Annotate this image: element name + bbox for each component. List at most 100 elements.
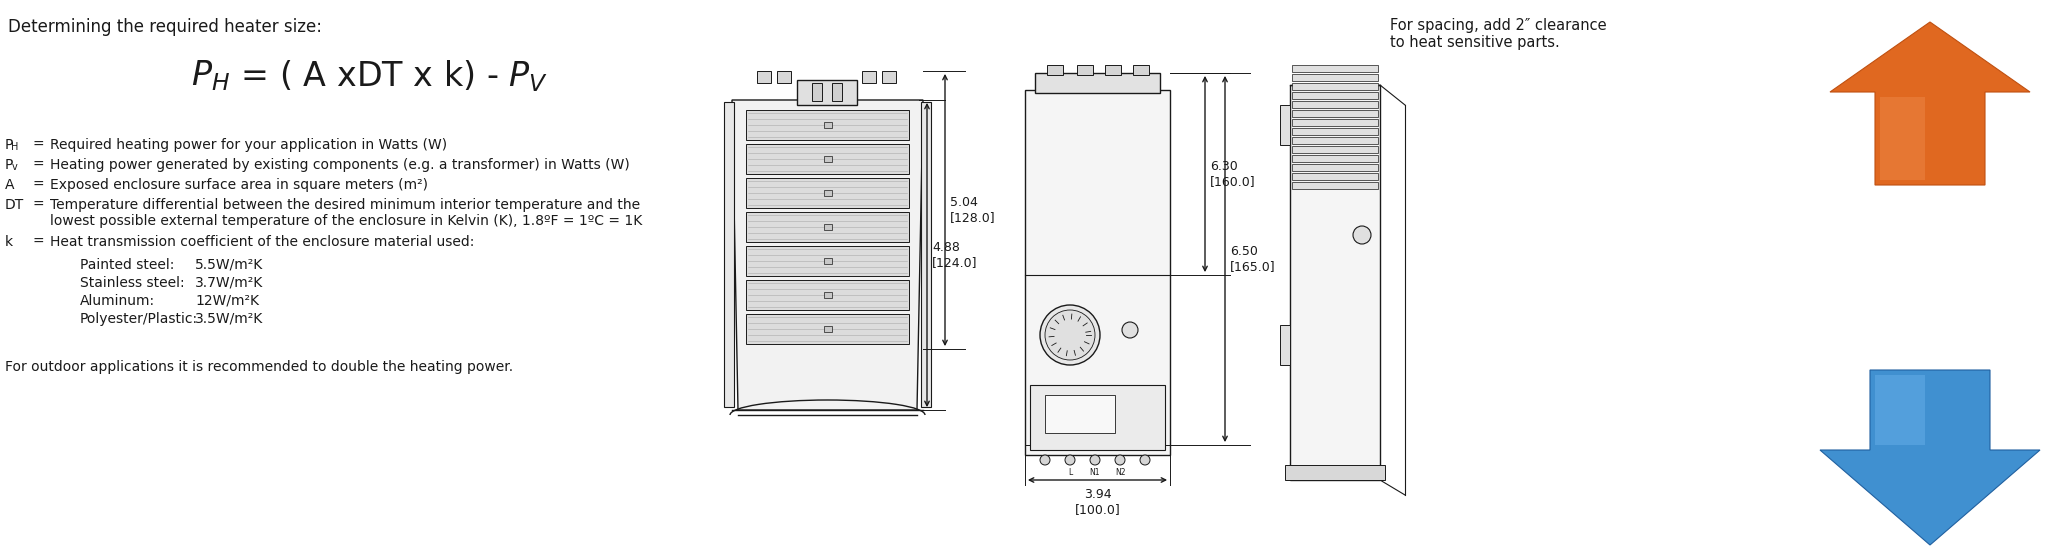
Bar [1292, 65, 1378, 72]
Circle shape [1141, 455, 1151, 465]
Text: 3.7W/m²K: 3.7W/m²K [195, 276, 264, 290]
Bar [776, 71, 791, 83]
Text: For spacing, add 2″ clearance
to heat sensitive parts.: For spacing, add 2″ clearance to heat se… [1391, 18, 1606, 50]
Bar [1047, 65, 1063, 75]
Circle shape [1122, 322, 1139, 338]
Bar [1024, 90, 1169, 455]
Bar [1280, 105, 1290, 145]
Text: =: = [33, 158, 43, 172]
Bar [823, 258, 831, 264]
Bar [1292, 119, 1378, 126]
Bar [797, 80, 856, 105]
Bar [1292, 110, 1378, 117]
Bar [1292, 128, 1378, 135]
Text: k: k [4, 235, 12, 249]
Bar [745, 144, 909, 174]
Bar [831, 83, 842, 101]
Text: 4.88
[124.0]: 4.88 [124.0] [932, 241, 977, 269]
Text: =: = [33, 178, 43, 192]
Text: P: P [4, 138, 14, 152]
Bar [1284, 465, 1384, 480]
Text: Painted steel:: Painted steel: [80, 258, 174, 272]
Polygon shape [731, 100, 924, 410]
Bar [811, 83, 821, 101]
Text: DT: DT [4, 198, 25, 212]
Text: Determining the required heater size:: Determining the required heater size: [8, 18, 322, 36]
Bar [823, 122, 831, 128]
Bar [745, 178, 909, 208]
Bar [1292, 92, 1378, 99]
Bar [1292, 101, 1378, 108]
Bar [725, 102, 733, 407]
Text: 6.30
[160.0]: 6.30 [160.0] [1210, 160, 1255, 188]
Text: Temperature differential between the desired minimum interior temperature and th: Temperature differential between the des… [49, 198, 643, 228]
Text: v: v [12, 162, 16, 172]
Circle shape [1090, 455, 1100, 465]
Bar [922, 102, 932, 407]
Polygon shape [1876, 375, 1925, 445]
Text: $P_H$: $P_H$ [190, 58, 229, 93]
Bar [758, 71, 770, 83]
Text: Heat transmission coefficient of the enclosure material used:: Heat transmission coefficient of the enc… [49, 235, 475, 249]
Text: 5.5W/m²K: 5.5W/m²K [195, 258, 264, 272]
Bar [745, 314, 909, 344]
Bar [823, 224, 831, 230]
Polygon shape [1831, 22, 2030, 185]
Bar [1077, 65, 1094, 75]
Bar [823, 292, 831, 298]
Bar [745, 212, 909, 242]
Bar [1280, 325, 1290, 365]
Text: A: A [4, 178, 14, 192]
Bar [1292, 83, 1378, 90]
Bar [1044, 395, 1114, 433]
Text: = ( A xDT x k) - $P_V$: = ( A xDT x k) - $P_V$ [229, 58, 549, 94]
Text: Required heating power for your application in Watts (W): Required heating power for your applicat… [49, 138, 446, 152]
Bar [1292, 182, 1378, 189]
Text: =: = [33, 198, 43, 212]
Text: Aluminum:: Aluminum: [80, 294, 156, 308]
Bar [1030, 385, 1165, 450]
Text: Polyester/Plastic:: Polyester/Plastic: [80, 312, 199, 326]
Polygon shape [1880, 97, 1925, 180]
Text: P: P [4, 158, 14, 172]
Circle shape [1354, 226, 1370, 244]
Text: H: H [12, 142, 18, 152]
Text: For outdoor applications it is recommended to double the heating power.: For outdoor applications it is recommend… [4, 360, 514, 374]
Bar [745, 110, 909, 140]
Text: Exposed enclosure surface area in square meters (m²): Exposed enclosure surface area in square… [49, 178, 428, 192]
Bar [745, 280, 909, 310]
Bar [823, 326, 831, 332]
Bar [1292, 74, 1378, 81]
Bar [1034, 73, 1159, 93]
Bar [823, 190, 831, 196]
Circle shape [1044, 310, 1096, 360]
Bar [1292, 164, 1378, 171]
Bar [1133, 65, 1149, 75]
Text: Stainless steel:: Stainless steel: [80, 276, 184, 290]
Bar [1292, 173, 1378, 180]
Bar [1292, 155, 1378, 162]
Bar [823, 156, 831, 162]
Bar [1290, 85, 1380, 480]
Text: =: = [33, 235, 43, 249]
Text: 3.94
[100.0]: 3.94 [100.0] [1075, 488, 1120, 516]
Text: N1: N1 [1090, 468, 1100, 477]
Text: 3.5W/m²K: 3.5W/m²K [195, 312, 264, 326]
Polygon shape [1821, 370, 2040, 545]
Circle shape [1040, 305, 1100, 365]
Bar [1106, 65, 1120, 75]
Text: 5.04
[128.0]: 5.04 [128.0] [950, 196, 995, 224]
Text: Heating power generated by existing components (e.g. a transformer) in Watts (W): Heating power generated by existing comp… [49, 158, 629, 172]
Text: L: L [1067, 468, 1071, 477]
Circle shape [1065, 455, 1075, 465]
Bar [745, 246, 909, 276]
Bar [1292, 146, 1378, 153]
Text: 6.50
[165.0]: 6.50 [165.0] [1231, 245, 1276, 273]
Bar [862, 71, 877, 83]
Text: =: = [33, 138, 43, 152]
Circle shape [1114, 455, 1124, 465]
Circle shape [1040, 455, 1051, 465]
Text: N2: N2 [1114, 468, 1124, 477]
Bar [883, 71, 897, 83]
Bar [1292, 137, 1378, 144]
